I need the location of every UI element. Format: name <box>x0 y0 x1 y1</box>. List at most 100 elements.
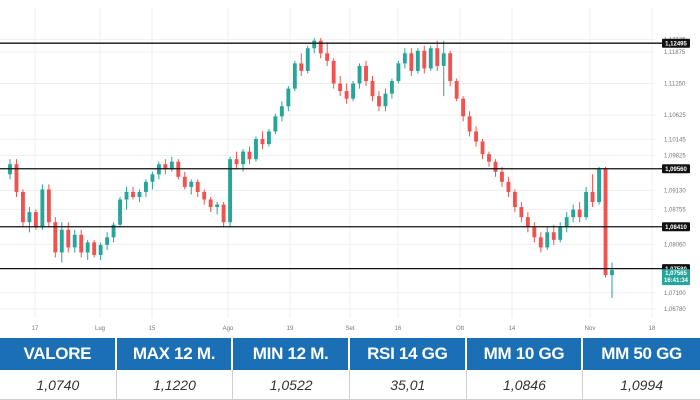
candle-body-down <box>480 141 485 155</box>
candle <box>506 176 511 197</box>
stats-header-mm-10gg: MM 10 GG <box>466 338 584 370</box>
candle <box>351 81 356 102</box>
candle <box>118 196 122 228</box>
candle-body-down <box>422 50 427 69</box>
candle-body-up <box>610 270 614 276</box>
candle-body-up <box>357 65 362 84</box>
stats-header-valore: VALORE <box>0 338 117 370</box>
candle <box>131 186 135 200</box>
candle <box>221 202 226 228</box>
candle <box>551 224 556 245</box>
candle-body-down <box>590 191 595 203</box>
candle-body-down <box>325 53 330 61</box>
y-tick-label: 1,10145 <box>664 137 686 143</box>
candle <box>202 189 207 205</box>
candle-body-up <box>415 50 420 71</box>
candle-body-down <box>603 169 608 276</box>
y-tick-label: 1,07100 <box>664 291 686 297</box>
candle-body-down <box>448 53 453 82</box>
candle-body-down <box>299 63 304 71</box>
candle-body-up <box>305 48 310 71</box>
candle <box>474 126 479 147</box>
candle <box>441 40 446 97</box>
candle-body-down <box>512 191 517 208</box>
candle-body-down <box>409 53 414 71</box>
candle <box>79 229 84 258</box>
candle <box>331 58 336 89</box>
x-tick-label: 19 <box>287 326 294 332</box>
candle-body-down <box>66 229 71 248</box>
level-tag <box>662 164 690 174</box>
level-tag-label: 1,09560 <box>665 167 687 173</box>
candle-body-down <box>487 154 491 162</box>
candle-body-up <box>597 169 601 203</box>
candle-body-up <box>98 244 103 255</box>
candle <box>143 179 148 197</box>
candle <box>124 186 129 210</box>
x-tick-label: Lug <box>95 326 105 332</box>
candle-body-up <box>27 212 32 223</box>
price-chart[interactable]: 1,121251,118751,112501,106251,101451,098… <box>0 0 700 336</box>
candle <box>409 48 414 76</box>
candle <box>338 75 343 97</box>
candle <box>467 111 472 137</box>
candle-body-down <box>474 131 479 142</box>
candle <box>208 196 213 213</box>
candle <box>241 149 245 172</box>
candle <box>519 202 524 223</box>
candle <box>72 229 77 253</box>
candle <box>195 179 200 197</box>
candle-body-down <box>92 242 97 255</box>
x-tick-label: 16 <box>395 326 402 332</box>
stats-header-max-12m: MAX 12 M. <box>116 338 234 370</box>
candle-body-up <box>143 181 148 192</box>
candle <box>254 136 258 162</box>
stats-value-max-12m: 1,1220 <box>116 370 234 400</box>
candle-body-down <box>182 176 187 187</box>
candle-body-down <box>364 65 368 82</box>
x-tick-label: Set <box>345 326 354 332</box>
stats-header-rsi-14gg: RSI 14 GG <box>349 338 467 370</box>
candle-body-up <box>441 53 446 66</box>
stats-value-rsi-14gg: 35,01 <box>349 370 467 400</box>
stats-value-min-12m: 1,0522 <box>233 370 350 400</box>
candle-body-down <box>79 234 84 253</box>
candle <box>590 174 595 208</box>
candle-body-up <box>564 217 569 228</box>
candle-body-down <box>525 217 530 228</box>
candle <box>21 189 25 228</box>
level-tag-label: 1,08410 <box>665 225 687 231</box>
stats-value-mm-50gg: 1,0994 <box>583 370 700 400</box>
candle-body-up <box>389 81 394 94</box>
candle-body-down <box>461 98 466 117</box>
candle <box>538 232 543 253</box>
candle-body-up <box>150 174 155 182</box>
candle-body-up <box>383 93 388 107</box>
current-price-label: 1,07565 <box>665 271 687 277</box>
candle-body-down <box>344 91 349 99</box>
x-tick-label: Ott <box>456 326 464 332</box>
candle <box>396 60 401 84</box>
candle-body-up <box>312 40 317 49</box>
candle <box>156 161 161 180</box>
candle <box>415 48 420 74</box>
candle-body-down <box>33 212 38 228</box>
level-tag <box>662 222 690 232</box>
candle <box>389 78 394 99</box>
candle <box>377 91 381 112</box>
candle-body-down <box>202 191 207 200</box>
candle <box>448 50 453 87</box>
candle-body-up <box>286 88 291 107</box>
candle-body-up <box>85 242 90 253</box>
candle <box>92 239 97 258</box>
x-tick-label: 14 <box>509 326 516 332</box>
stats-table: VALORE MAX 12 M. MIN 12 M. RSI 14 GG MM … <box>0 338 700 400</box>
candle <box>402 48 407 69</box>
candle <box>292 60 297 92</box>
candlestick-chart-svg: 1,121251,118751,112501,106251,101451,098… <box>0 8 690 332</box>
candle <box>545 227 550 250</box>
candle <box>266 128 271 147</box>
candle-body-up <box>402 53 407 64</box>
candle-body-up <box>241 151 245 165</box>
candle-body-up <box>105 237 110 245</box>
